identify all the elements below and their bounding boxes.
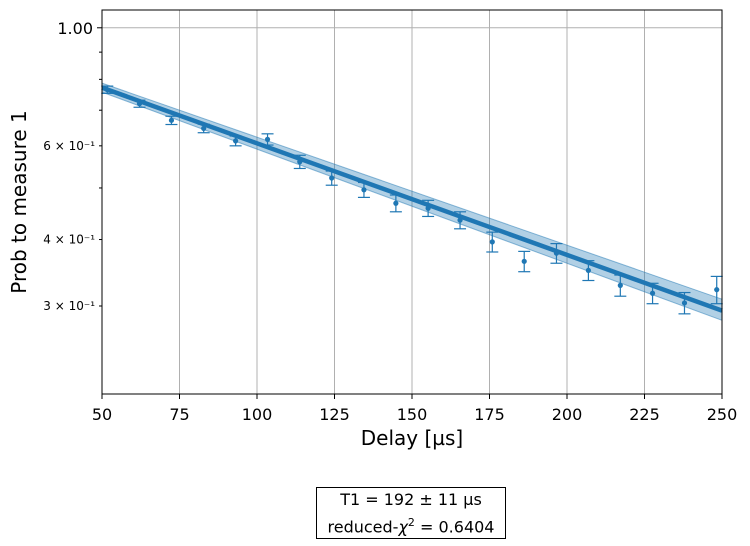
data-point [486,231,499,253]
x-ticks-layer: 50 75 100 125 150 175 200 225 250 [92,394,737,424]
y-minor-tick-label: 3 × 10⁻¹ [43,299,95,313]
data-point [261,133,274,146]
data-marker [168,117,175,123]
x-tick-label: 175 [474,405,505,424]
data-point [710,275,723,305]
fit-result-box: T1 = 192 ± 11 µs reduced-χ2 = 0.6404 [316,487,506,539]
x-tick-label: 75 [169,405,189,424]
y-ticks-layer: 1.00 3 × 10⁻¹ 4 × 10⁻¹ 6 × 10⁻¹ [43,19,102,313]
x-tick-label: 50 [92,405,112,424]
x-tick-label: 100 [242,405,273,424]
x-axis-label: Delay [µs] [361,426,463,450]
data-marker [489,239,495,245]
data-marker [681,300,688,306]
data-point [518,250,531,273]
reduced-chi2-text: reduced-χ2 = 0.6404 [317,511,505,538]
chi-symbol: χ [398,517,408,537]
data-marker [136,101,143,107]
data-marker [361,187,367,193]
data-point [357,181,370,198]
y-tick-label: 1.00 [57,19,93,38]
x-tick-label: 250 [707,405,738,424]
data-point [550,243,563,264]
data-point [582,260,595,282]
data-marker [264,136,271,142]
data-point [325,170,338,186]
data-marker [297,159,303,165]
data-marker [393,200,399,206]
data-marker [329,175,335,181]
data-point [454,211,467,230]
data-marker [457,217,463,223]
data-point [614,274,627,297]
data-point [646,282,659,305]
chi-value: = 0.6404 [414,517,495,537]
data-point [165,115,178,126]
y-minor-tick-label: 4 × 10⁻¹ [43,233,95,247]
data-marker [617,282,623,288]
x-tick-label: 150 [397,405,428,424]
t1-value-text: T1 = 192 ± 11 µs [340,489,482,509]
fit-line [101,85,723,313]
data-point [133,99,146,108]
data-marker [201,125,207,132]
data-marker [649,290,656,296]
data-marker [585,267,591,273]
data-point [293,154,306,170]
data-points-layer [101,85,723,315]
chi-prefix: reduced- [327,517,399,537]
fit-line-layer [101,85,723,313]
data-point [197,123,210,134]
y-minor-tick-label: 6 × 10⁻¹ [43,139,95,153]
data-marker [521,258,527,264]
data-point [422,199,435,218]
x-tick-label: 225 [629,405,660,424]
data-point [389,194,402,213]
data-marker [104,87,110,93]
x-tick-label: 125 [319,405,350,424]
y-axis-label: Prob to measure 1 [7,110,31,294]
data-marker [553,250,560,256]
x-tick-label: 200 [552,405,583,424]
data-marker [233,138,239,144]
data-point [229,135,242,147]
data-point [678,291,691,315]
data-point [101,85,114,94]
data-marker [425,205,431,211]
data-marker [714,287,720,293]
chi-superscript: 2 [407,515,415,529]
